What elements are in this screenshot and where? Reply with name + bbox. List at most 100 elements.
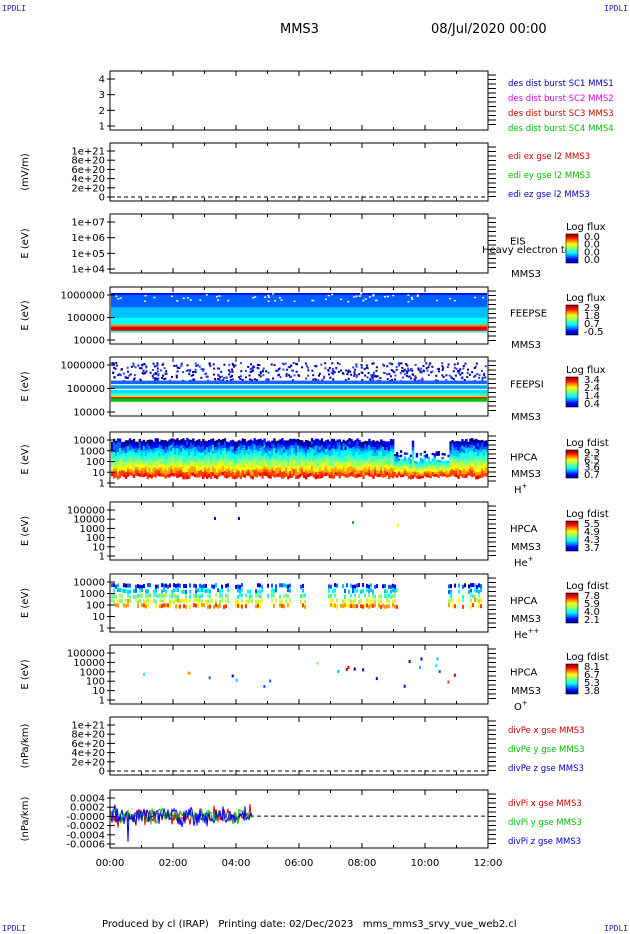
hpca-h-cell — [144, 470, 148, 474]
feepsi-speckle — [153, 379, 156, 382]
hpca-h-cell — [253, 438, 256, 442]
hpca-h-cell — [475, 445, 478, 450]
hpca-h-cell — [273, 460, 276, 465]
hpca-h-cell — [350, 466, 353, 470]
hpca-h-cell — [413, 470, 417, 473]
hpca-h-cell — [150, 474, 153, 479]
hpca-h-cell — [384, 461, 387, 466]
hpca-h-cell — [275, 465, 278, 469]
hpca-h-cell — [364, 443, 367, 447]
colorbar-tick-label: 4.9 — [584, 527, 600, 538]
hpca-h-cell — [451, 448, 454, 453]
hpca-he2-cell — [476, 598, 478, 603]
hpca-he2-cell — [344, 588, 346, 593]
hpca-h-cell — [395, 470, 399, 474]
hpca-h-cell — [330, 468, 334, 473]
hpca-h-cell — [378, 467, 381, 472]
hpca-h-cell — [136, 467, 140, 471]
hpca-h-cell — [184, 466, 187, 470]
hpca-h-cell — [285, 464, 288, 468]
hpca-h-cell — [130, 445, 134, 450]
hpca-h-cell — [263, 438, 266, 442]
feepsi-speckle — [217, 377, 220, 380]
hpca-h-cell — [261, 440, 264, 444]
hpca-he2-cell — [207, 599, 209, 604]
feepsi-speckle — [128, 374, 131, 377]
feepse-gap — [369, 296, 372, 298]
hpca-h-cell — [271, 464, 274, 468]
hpca-h-cell — [382, 459, 385, 463]
hpca-h-cell — [263, 453, 266, 458]
hpca-h-cell — [336, 472, 339, 476]
hpca-he2-cell — [149, 593, 151, 598]
hpca-h-cell — [312, 443, 316, 447]
hpca-h-cell — [120, 453, 124, 457]
hpca-h-cell — [209, 465, 213, 470]
hpca-h-cell — [211, 466, 215, 470]
hpca-h-cell — [124, 452, 128, 457]
hpca-h-cell — [223, 457, 227, 462]
feepsi-speckle — [414, 375, 417, 378]
hpca-h-cell — [455, 473, 458, 478]
hpca-h-cell — [324, 449, 328, 453]
hpca-he2-cell — [372, 598, 374, 603]
hpca-h-cell — [263, 456, 266, 461]
hpca-o-cell — [263, 685, 266, 689]
hpca-h-cell — [124, 468, 128, 473]
hpca-h-cell — [178, 458, 181, 462]
hpca-h-cell — [348, 463, 351, 468]
hpca-h-cell — [172, 466, 175, 471]
feepse-gap — [384, 295, 387, 298]
feepsi-speckle — [419, 370, 422, 373]
hpca-h-cell — [283, 446, 286, 450]
hpca-h-cell — [421, 458, 425, 462]
hpca-o-cell — [347, 666, 350, 670]
hpca-h-cell — [213, 440, 217, 445]
hpca-he2-cell — [245, 604, 247, 609]
colorbar-tick-label: 0.7 — [584, 319, 600, 330]
hpca-h-cell — [376, 467, 379, 471]
hpca-h-cell — [118, 445, 122, 449]
feepsi-speckle — [393, 371, 396, 374]
feepsi-speckle — [375, 375, 378, 378]
hpca-h-cell — [320, 444, 324, 449]
hpca-h-cell — [328, 447, 332, 451]
hpca-h-cell — [237, 449, 241, 453]
hpca-h-cell — [221, 442, 225, 446]
feepsi-speckle — [155, 364, 158, 367]
hpca-h-cell — [449, 458, 452, 463]
hpca-h-cell — [459, 455, 462, 460]
hpca-he2-cell — [157, 593, 159, 598]
y-tick-label: 10000 — [73, 578, 105, 589]
feepsi-speckle — [397, 362, 400, 365]
hpca-h-cell — [346, 442, 349, 447]
hpca-h-cell — [265, 447, 268, 451]
feepsi-speckle — [327, 368, 330, 371]
hpca-h-cell — [312, 458, 316, 463]
hpca-h-cell — [304, 469, 308, 473]
hpca-he2-cell — [370, 603, 372, 608]
hpca-h-cell — [312, 471, 316, 475]
hpca-h-cell — [118, 451, 122, 456]
hpca-h-cell — [182, 448, 185, 453]
hpca-h-cell — [328, 468, 332, 473]
feepsi-speckle — [205, 372, 208, 375]
feepsi-speckle — [365, 366, 368, 369]
legend-entry: divPe y gse MMS3 — [508, 745, 585, 755]
figure-date: 08/Jul/2020 00:00 — [431, 22, 547, 37]
hpca-he2-cell — [454, 604, 456, 609]
hpca-h-cell — [433, 459, 436, 463]
hpca-h-cell — [211, 453, 215, 458]
hpca-h-cell — [445, 468, 448, 472]
y-tick-label: 1000 — [80, 446, 105, 457]
hpca-he2-cell — [111, 598, 113, 603]
hpca-h-cell — [146, 472, 149, 477]
hpca-h-cell — [380, 467, 383, 471]
hpca-h-cell — [299, 467, 302, 472]
hpca-h-cell — [261, 456, 264, 460]
hpca-he2-cell — [155, 584, 157, 589]
hpca-h-cell — [346, 471, 349, 475]
hpca-h-cell — [241, 473, 244, 477]
hpca-h-cell — [386, 463, 389, 468]
